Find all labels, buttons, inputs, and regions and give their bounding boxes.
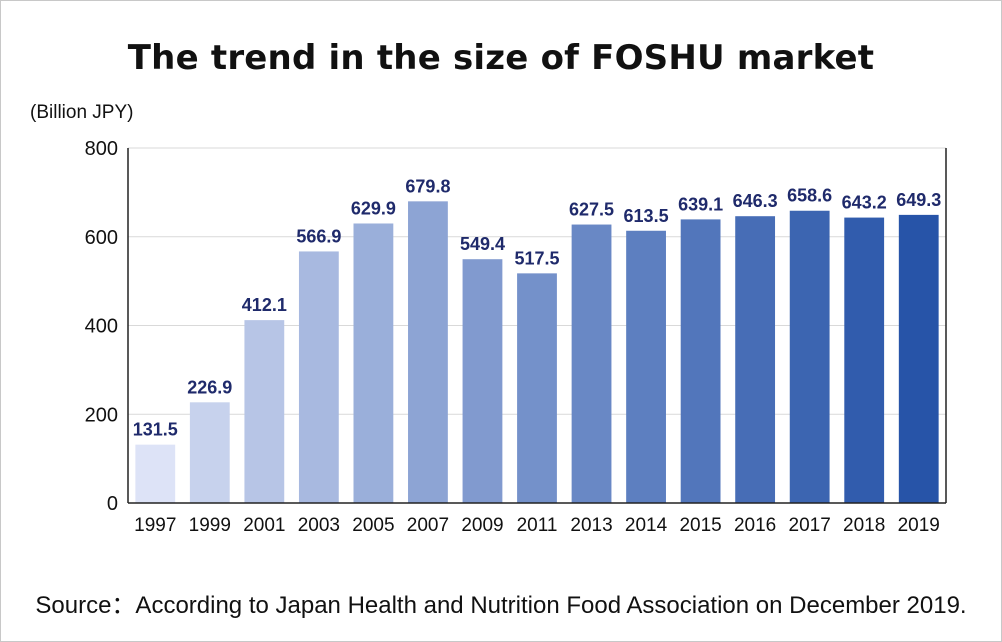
data-label-2015: 639.1 bbox=[678, 194, 723, 214]
data-label-2003: 566.9 bbox=[296, 226, 341, 246]
x-tick-label-1997: 1997 bbox=[134, 515, 176, 536]
bar-2016 bbox=[735, 216, 776, 503]
x-tick-label-2015: 2015 bbox=[679, 515, 721, 536]
bar-2015 bbox=[680, 219, 721, 504]
data-label-2017: 658.6 bbox=[787, 186, 832, 206]
y-tick-label: 200 bbox=[85, 404, 118, 426]
x-tick-label-2018: 2018 bbox=[843, 515, 885, 536]
y-axis-unit-label: (Billion JPY) bbox=[30, 102, 134, 123]
bar-2007 bbox=[408, 201, 448, 503]
data-label-2019: 649.3 bbox=[896, 190, 941, 210]
bar-2003 bbox=[298, 251, 339, 503]
bar-2019 bbox=[898, 214, 939, 504]
bar-2017 bbox=[789, 210, 830, 503]
bar-2013 bbox=[571, 224, 612, 503]
x-tick-label-1999: 1999 bbox=[189, 515, 231, 536]
x-tick-label-2014: 2014 bbox=[625, 515, 668, 536]
data-label-2018: 643.2 bbox=[842, 193, 887, 213]
data-label-2001: 412.1 bbox=[242, 295, 287, 315]
x-tick-label-2019: 2019 bbox=[898, 515, 940, 536]
bar-2005 bbox=[353, 223, 394, 503]
data-label-2011: 517.5 bbox=[514, 248, 559, 268]
x-tick-label-2007: 2007 bbox=[407, 515, 449, 536]
bar-1999 bbox=[189, 402, 230, 503]
chart-title: The trend in the size of FOSHU market bbox=[127, 38, 875, 78]
data-label-2016: 646.3 bbox=[733, 191, 778, 211]
data-label-1997: 131.5 bbox=[133, 420, 178, 440]
bar-2009 bbox=[462, 259, 503, 503]
bar-2011 bbox=[517, 273, 557, 503]
bar-2018 bbox=[844, 217, 885, 503]
y-tick-label: 600 bbox=[85, 227, 118, 249]
axes bbox=[127, 148, 947, 504]
data-label-1999: 226.9 bbox=[187, 377, 232, 397]
x-tick-label-2013: 2013 bbox=[570, 515, 612, 536]
bar-1997 bbox=[135, 444, 176, 503]
y-tick-label: 400 bbox=[85, 316, 118, 338]
data-label-2014: 613.5 bbox=[624, 206, 669, 226]
x-tick-label-2009: 2009 bbox=[461, 515, 503, 536]
x-tick-label-2001: 2001 bbox=[243, 515, 285, 536]
data-label-2009: 549.4 bbox=[460, 234, 505, 254]
data-label-2005: 629.9 bbox=[351, 198, 396, 218]
x-tick-label-2016: 2016 bbox=[734, 515, 776, 536]
y-tick-label: 800 bbox=[85, 138, 118, 160]
x-tick-label-2017: 2017 bbox=[789, 515, 831, 536]
y-tick-label: 0 bbox=[107, 493, 118, 515]
x-tick-label-2005: 2005 bbox=[352, 515, 394, 536]
bar-2014 bbox=[626, 230, 666, 503]
data-label-2013: 627.5 bbox=[569, 200, 614, 220]
bar-2001 bbox=[244, 320, 285, 503]
source-note: Source：According to Japan Health and Nut… bbox=[35, 592, 967, 619]
labels: 0 200 400 600 800 131.5 1997 226.9 1999 412.1 2001… bbox=[85, 138, 942, 536]
data-label-2007: 679.8 bbox=[405, 176, 450, 196]
x-tick-label-2011: 2011 bbox=[517, 515, 558, 536]
x-tick-label-2003: 2003 bbox=[298, 515, 340, 536]
bars bbox=[135, 201, 939, 504]
